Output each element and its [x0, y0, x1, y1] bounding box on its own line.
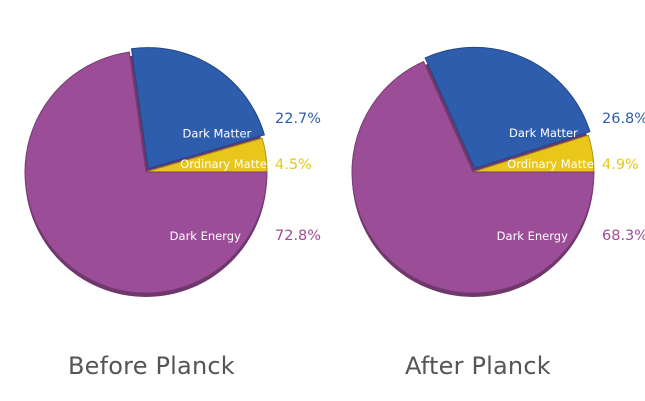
value-label-ordinary-matter: 4.5%	[275, 157, 312, 173]
slice-label-dark-energy: Dark Energy	[497, 229, 568, 243]
pie-chart-before-planck: Ordinary Matter 4.5% Dark Matter 22.7% Dark …	[24, 47, 321, 297]
slice-label-ordinary-matter: Ordinary Matter	[507, 157, 599, 171]
value-label-dark-energy: 68.3%	[602, 228, 645, 244]
slice-label-ordinary-matter: Ordinary Matter	[180, 157, 272, 171]
slice-label-dark-energy: Dark Energy	[170, 229, 241, 243]
pie-slice-dark-energy	[24, 51, 268, 294]
value-label-dark-matter: 26.8%	[602, 111, 645, 127]
pie-chart-after-planck: Ordinary Matter 4.9% Dark Matter 26.8% Dark …	[351, 46, 645, 297]
chart-title-before-planck: Before Planck	[68, 352, 235, 380]
value-label-ordinary-matter: 4.9%	[602, 157, 639, 173]
chart-title-after-planck: After Planck	[405, 352, 551, 380]
value-label-dark-matter: 22.7%	[275, 111, 321, 127]
pie-slice-dark-matter	[130, 47, 265, 170]
value-label-dark-energy: 72.8%	[275, 228, 321, 244]
pie-slice-dark-matter	[424, 46, 591, 169]
slice-label-dark-matter: Dark Matter	[509, 126, 578, 140]
pie-slice-dark-energy	[351, 60, 595, 294]
slice-label-dark-matter: Dark Matter	[183, 126, 252, 140]
